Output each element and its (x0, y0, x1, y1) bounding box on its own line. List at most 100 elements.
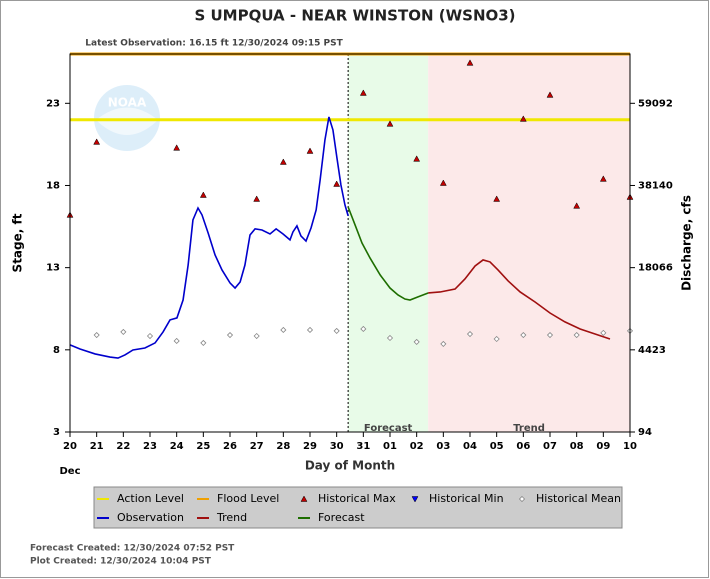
noaa-logo: NOAA (94, 85, 160, 151)
region-label: Trend (513, 423, 545, 434)
y2-tick-label: 18066 (638, 263, 673, 274)
x-tick-label: 30 (330, 441, 344, 452)
x-tick-label: 03 (436, 441, 450, 452)
marker (573, 331, 580, 339)
svg-text:NOAA: NOAA (108, 96, 147, 110)
x-tick-label: 08 (570, 441, 584, 452)
marker (279, 158, 287, 165)
x-tick-label: 22 (116, 441, 130, 452)
marker (253, 332, 260, 340)
marker (93, 138, 101, 145)
marker (200, 339, 207, 346)
y-tick-label: 18 (46, 180, 60, 191)
marker (466, 59, 474, 66)
marker (573, 202, 581, 209)
x-tick-label: 10 (623, 441, 637, 452)
x-tick-label: 29 (303, 441, 317, 452)
x-tick-label: 21 (90, 441, 104, 452)
legend-label: Historical Mean (536, 492, 621, 505)
x-tick-label: 26 (223, 441, 237, 452)
legend (93, 486, 623, 529)
marker (413, 155, 421, 162)
series-line (428, 259, 611, 340)
marker (386, 334, 394, 342)
marker (226, 331, 234, 339)
x-tick-label: 24 (170, 441, 184, 452)
x-tick-label: 27 (250, 441, 264, 452)
legend-label: Action Level (117, 492, 184, 505)
marker (253, 195, 261, 202)
x-tick-label: 09 (596, 441, 610, 452)
series-line (347, 206, 429, 301)
marker (93, 331, 100, 339)
marker (333, 327, 340, 334)
marker (360, 325, 367, 333)
legend-label: Historical Min (429, 492, 504, 505)
marker (306, 326, 314, 334)
subtitle: Latest Observation: 16.15 ft 12/30/2024 … (85, 39, 343, 49)
y2-axis-label: Discharge, cfs (680, 195, 694, 291)
marker (493, 195, 501, 202)
marker (386, 120, 394, 127)
x-tick-label: 20 (63, 441, 77, 452)
marker (600, 329, 607, 336)
marker (440, 340, 447, 347)
marker (493, 335, 500, 343)
x-tick-label: 02 (410, 441, 424, 452)
marker (333, 180, 341, 187)
legend-label: Trend (216, 511, 247, 524)
y-axis-label: Stage, ft (11, 213, 25, 272)
marker (173, 337, 180, 345)
marker (199, 191, 207, 198)
y2-tick-label: 94 (638, 427, 652, 438)
marker (359, 89, 367, 96)
marker (146, 332, 154, 340)
y-tick-label: 3 (53, 427, 60, 438)
marker (411, 496, 419, 503)
legend-label: Forecast (318, 511, 365, 524)
marker (413, 338, 420, 346)
x-tick-label: 01 (383, 441, 397, 452)
marker (546, 331, 554, 339)
marker (518, 495, 526, 503)
x-tick-label: 25 (196, 441, 210, 452)
marker (120, 328, 127, 335)
marker (306, 147, 314, 154)
plot-border (69, 53, 631, 433)
x-tick-label: 28 (276, 441, 290, 452)
x-axis-label: Day of Month (305, 459, 395, 473)
marker (300, 495, 308, 502)
y-tick-label: 13 (46, 263, 60, 274)
x-tick-label: 23 (143, 441, 157, 452)
region (348, 54, 429, 432)
legend-label: Flood Level (217, 492, 279, 505)
y2-tick-label: 38140 (638, 180, 673, 191)
y-tick-label: 23 (46, 98, 60, 109)
marker (173, 144, 181, 151)
marker (439, 179, 447, 186)
x-tick-label: 06 (516, 441, 530, 452)
legend-label: Historical Max (318, 492, 396, 505)
chart-title: S UMPQUA - NEAR WINSTON (WSNO3) (194, 7, 515, 25)
x-tick-label: 31 (356, 441, 370, 452)
x-tick-label: 07 (543, 441, 557, 452)
region-label: Forecast (364, 423, 413, 434)
marker (546, 91, 554, 98)
marker (520, 331, 527, 339)
region (428, 54, 630, 432)
y2-tick-label: 59092 (638, 98, 673, 109)
footer: Forecast Created: 12/30/2024 07:52 PST (30, 544, 235, 554)
legend-label: Observation (117, 511, 184, 524)
month-label: Dec (59, 466, 80, 477)
x-tick-label: 04 (463, 441, 477, 452)
y-tick-label: 8 (53, 345, 60, 356)
series-line (69, 116, 349, 359)
marker (599, 175, 607, 182)
x-tick-label: 05 (490, 441, 504, 452)
marker (280, 326, 287, 334)
y2-tick-label: 4423 (638, 345, 666, 356)
marker (466, 330, 474, 338)
footer: Plot Created: 12/30/2024 10:04 PST (30, 557, 212, 567)
marker (519, 115, 527, 122)
